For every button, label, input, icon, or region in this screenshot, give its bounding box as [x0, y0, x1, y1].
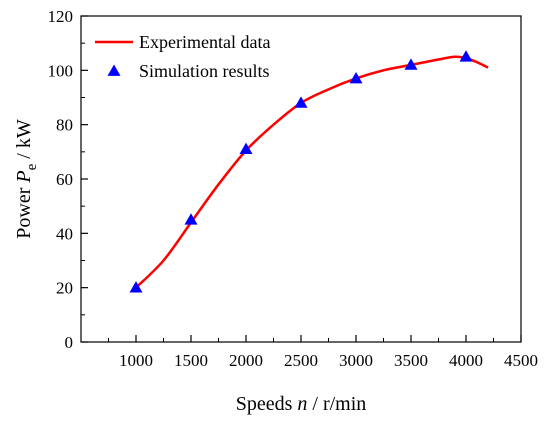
data-point-simulation	[404, 58, 418, 70]
x-tick-label: 2000	[229, 351, 263, 370]
data-point-simulation	[294, 96, 308, 108]
y-axis-title-prefix: Power	[13, 183, 35, 239]
x-axis-title-variable: n	[297, 393, 307, 415]
legend-triangle-swatch	[107, 64, 121, 76]
plot-frame	[80, 15, 522, 343]
y-axis-title-variable: P	[13, 170, 35, 183]
x-axis-title-separator: /	[307, 393, 323, 415]
legend-label-experimental: Experimental data	[139, 32, 270, 52]
y-tick-label: 60	[56, 170, 73, 189]
data-point-simulation	[459, 50, 473, 62]
legend: Experimental data Simulation results	[95, 32, 270, 81]
data-point-simulation	[349, 71, 363, 84]
x-tick-labels: 1000 1500 2000 2500 3000 3500 4000 4500	[119, 351, 538, 370]
y-tick-label: 0	[65, 333, 74, 352]
legend-label-simulation: Simulation results	[139, 61, 270, 81]
data-point-simulation	[184, 213, 198, 225]
x-axis-title-prefix: Speeds	[236, 393, 298, 415]
plot-series	[129, 50, 489, 293]
x-axis-title: Speeds n / r/min	[236, 393, 367, 415]
x-tick-label: 4500	[504, 351, 538, 370]
data-point-simulation	[129, 281, 143, 293]
y-axis-title-separator: /	[13, 148, 35, 164]
x-tick-label: 3500	[394, 351, 428, 370]
x-tick-label: 1000	[119, 351, 153, 370]
y-tick-label: 120	[48, 7, 74, 26]
data-point-simulation	[239, 142, 253, 154]
y-axis-title-subscript: e	[24, 163, 40, 170]
x-tick-label: 4000	[449, 351, 483, 370]
x-tick-label: 1500	[174, 351, 208, 370]
x-tick-label: 2500	[284, 351, 318, 370]
y-tick-label: 20	[56, 279, 73, 298]
x-tick-label: 3000	[339, 351, 373, 370]
y-tick-label: 40	[56, 224, 73, 243]
series-line-experimental	[135, 55, 489, 289]
y-axis-title-unit: kW	[13, 119, 35, 148]
x-axis-title-unit: r/min	[323, 393, 366, 415]
y-axis-title: Power Pe / kW	[13, 119, 40, 239]
y-tick-label: 80	[56, 116, 73, 135]
y-tick-label: 100	[48, 61, 74, 80]
y-tick-labels: 0 20 40 60 80 100 120	[48, 7, 74, 352]
